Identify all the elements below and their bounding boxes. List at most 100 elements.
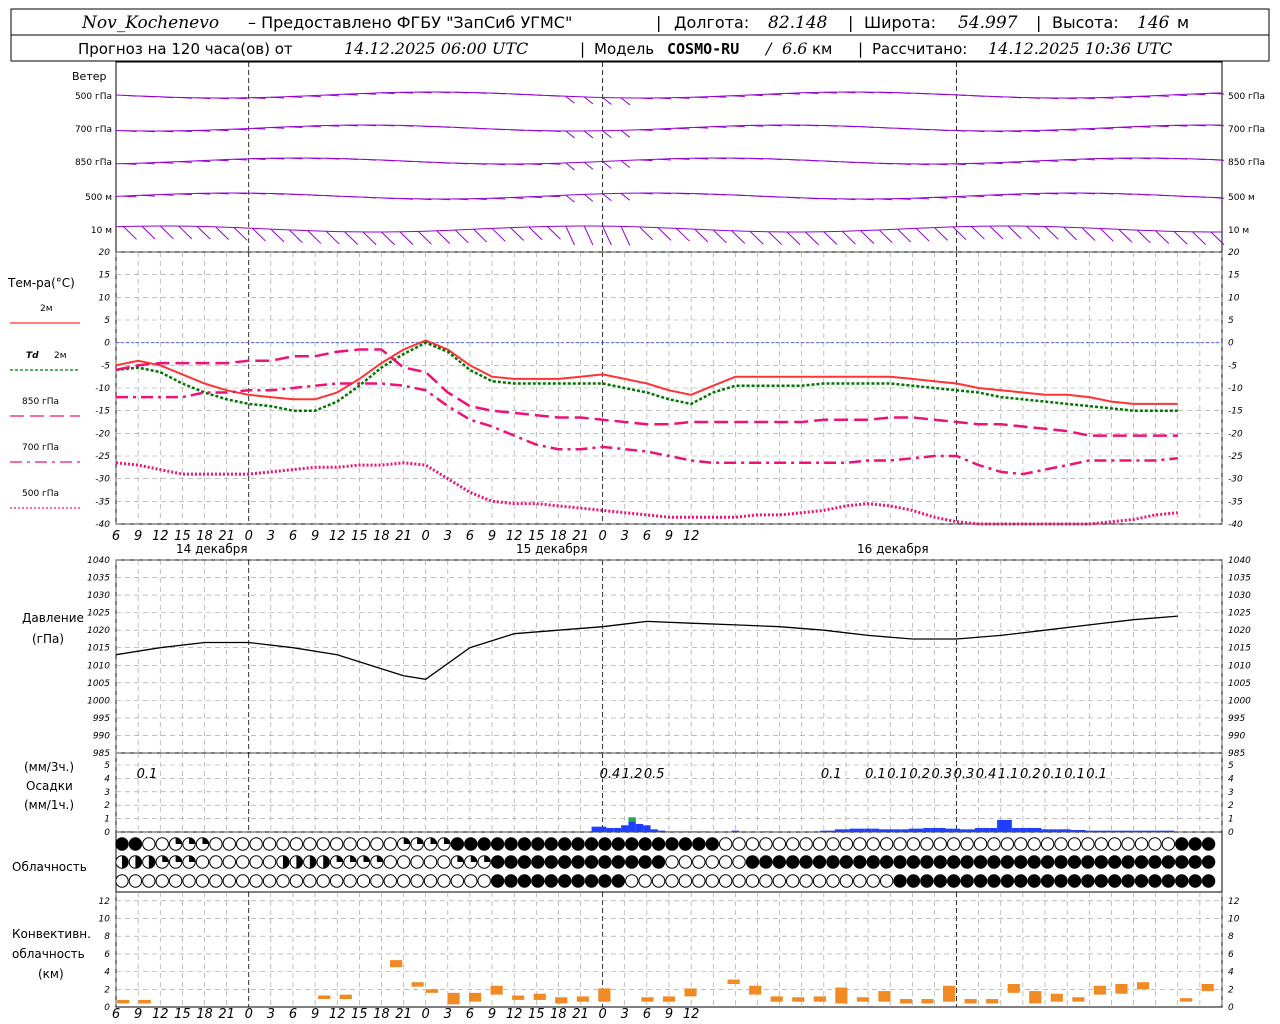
precip-bar	[761, 831, 769, 832]
x-tick-label: 18	[550, 1007, 567, 1022]
temp-y-tick: -40	[95, 520, 110, 530]
cloud-symbol	[303, 837, 317, 851]
conv-bar	[117, 999, 130, 1004]
precip-unit-1h: (мм/1ч.)	[24, 798, 74, 812]
wind-barb	[583, 194, 594, 202]
provider-text: – Предоставлено ФГБУ "ЗапСиб УГМС"	[248, 13, 572, 32]
cloud-symbol	[410, 855, 424, 869]
lon-value: 82.148	[768, 13, 828, 33]
cloud-symbol	[920, 837, 934, 851]
cloud-symbol	[638, 855, 652, 869]
temp-series-line	[116, 382, 1178, 476]
cloud-symbol-fill	[403, 837, 410, 844]
x-tick-label: 9	[665, 1007, 673, 1022]
precip-amount: 1.2	[622, 767, 643, 782]
x-tick-label: 9	[311, 1007, 319, 1022]
precip-bar	[591, 826, 599, 832]
cloud-symbol-fill	[175, 855, 182, 862]
cloud-symbol	[786, 837, 800, 851]
wind-barb	[399, 231, 414, 245]
pressure-y-tick: 1025	[1228, 609, 1251, 619]
temp-y-tick: 20	[99, 248, 111, 258]
cloud-symbol	[692, 874, 706, 888]
cloud-symbol	[665, 837, 679, 851]
precip-bar	[945, 828, 953, 832]
precip-bar	[1166, 830, 1175, 832]
cloud-title: Облачность	[12, 860, 87, 874]
precip-bar	[1092, 830, 1101, 832]
precip-bar	[923, 827, 931, 832]
cloud-symbol	[397, 855, 411, 869]
precip-bar	[1137, 830, 1145, 832]
precip-panel: (мм/3ч.) Осадки (мм/1ч.) 5 5 4 4 3 3 2 2 1 1 0 0 0.…	[24, 760, 1234, 838]
conv-bar	[390, 960, 403, 968]
precip-bar	[834, 829, 843, 832]
cloud-symbol	[584, 874, 599, 888]
wind-barb	[602, 97, 612, 105]
precip-bar	[687, 831, 695, 832]
precip-bar	[672, 831, 681, 832]
wind-barb	[454, 229, 469, 244]
legend-label: 2м	[54, 351, 67, 361]
temp-y-tick: -10	[1228, 384, 1243, 394]
cloud-symbol-fill	[323, 855, 330, 869]
precip-bar	[606, 827, 614, 832]
conv-bar	[921, 999, 934, 1004]
precip-bar	[650, 829, 658, 832]
temp-y-tick: -30	[95, 475, 110, 485]
wind-barb	[639, 226, 654, 241]
cloud-symbol	[1148, 837, 1162, 851]
conv-bar	[727, 979, 740, 984]
header-sep-2: |	[848, 13, 853, 32]
calc-label: Рассчитано:	[872, 40, 967, 58]
cloud-symbol	[893, 874, 907, 888]
cloud-symbol	[115, 874, 129, 888]
cloud-symbol	[410, 874, 424, 888]
cloud-symbol	[987, 874, 1001, 888]
conv-bar	[138, 999, 151, 1004]
precip-amount: 0.5	[644, 767, 665, 782]
legend-prefix: Td	[26, 351, 39, 361]
conv-bar	[1029, 991, 1042, 1004]
legend-label: 850 гПа	[22, 397, 59, 407]
pressure-y-tick: 1025	[87, 609, 110, 619]
precip-bar	[1144, 830, 1152, 832]
wind-barb	[620, 226, 631, 246]
x-tick-label: 18	[196, 529, 213, 544]
x-tick-label: 3	[267, 1007, 275, 1022]
cloud-symbol	[276, 874, 290, 888]
cloud-symbol	[1054, 837, 1068, 851]
precip-bar	[680, 831, 688, 832]
x-axis-labels: 6699121215151818212100336699121215151818…	[112, 529, 700, 1022]
precip-mixed-bar	[628, 817, 636, 822]
cloud-symbol	[343, 837, 357, 851]
cloud-symbol	[718, 855, 733, 869]
precip-bar	[886, 829, 894, 832]
cloud-symbol	[383, 837, 397, 851]
cloud-symbol	[1054, 874, 1068, 888]
wind-barb	[473, 228, 488, 243]
cloud-symbol-fill	[189, 855, 196, 862]
cloud-symbol	[544, 855, 558, 869]
pressure-y-tick: 1000	[1228, 696, 1251, 706]
precip-amount: 1.1	[998, 767, 1019, 782]
precip-bar	[1056, 829, 1064, 832]
conv-bar	[835, 987, 848, 1004]
conv-y-tick: 4	[1228, 968, 1234, 978]
wind-barb	[786, 231, 801, 246]
pressure-unit: (гПа)	[32, 632, 64, 646]
wind-level-label: 850 гПа	[75, 158, 112, 168]
wind-barb	[897, 228, 912, 243]
wind-barb	[583, 161, 594, 170]
cloud-symbol-fill	[350, 855, 357, 862]
wind-level-label: 850 гПа	[1228, 158, 1265, 168]
cloud-symbol	[329, 837, 344, 851]
conv-y-tick: 0	[104, 1003, 110, 1013]
temp-y-tick: 0	[104, 339, 110, 349]
wind-barb	[620, 97, 631, 106]
cloud-symbol	[1107, 855, 1122, 869]
x-tick-label: 15	[528, 1007, 545, 1022]
precip-bar	[1115, 830, 1123, 832]
cloud-symbol	[316, 874, 330, 888]
cloud-symbol	[786, 874, 800, 888]
